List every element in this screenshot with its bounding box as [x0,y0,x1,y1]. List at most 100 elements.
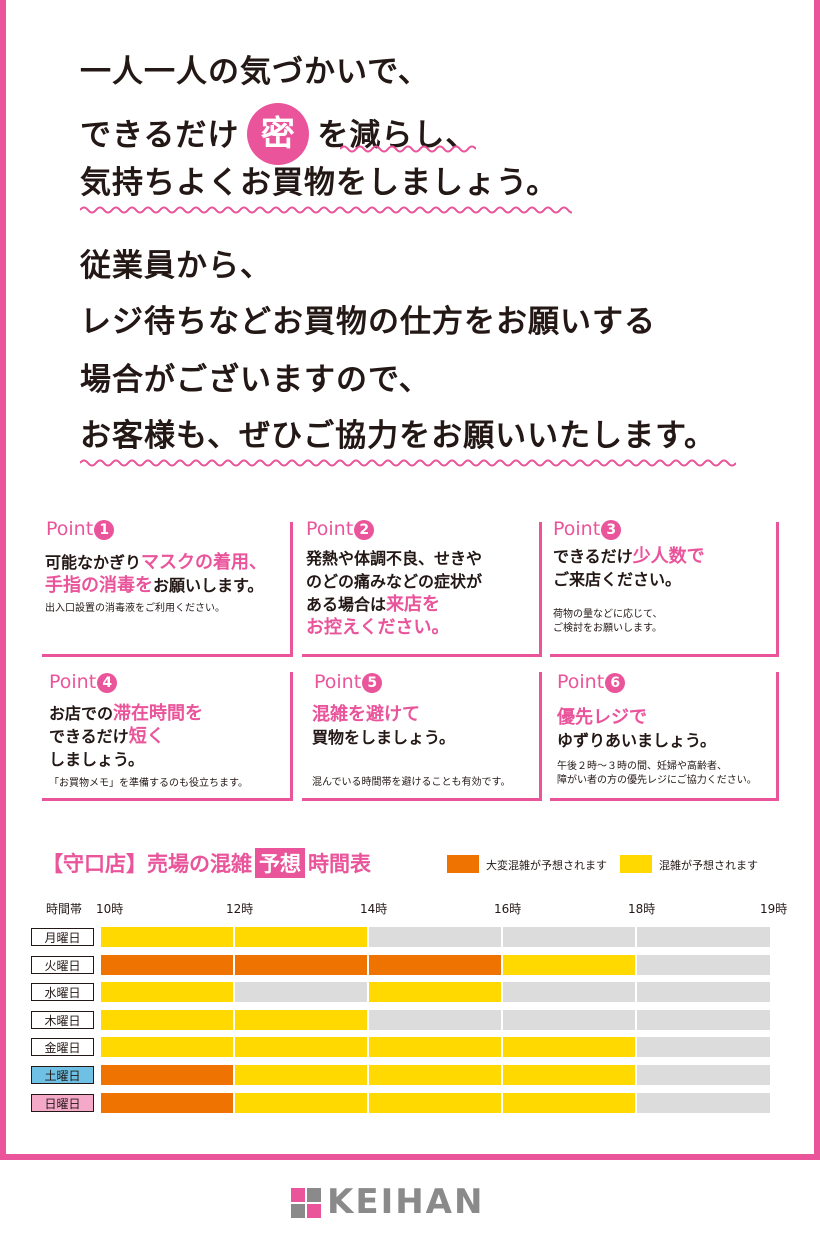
schedule-cell [637,1092,770,1113]
wave-underline-3 [80,459,736,467]
keihan-logo: KEIHAN [291,1182,482,1222]
point-note-6: 午後２時～３時の間、妊婦や高齢者、 障がい者の方の優先レジにご協力ください。 [557,761,757,786]
legend-label-very-busy: 大変混雑が予想されます [486,859,607,872]
schedule-cell [369,1037,501,1058]
point-segment: 買物をしましょう。 [312,728,456,747]
point-number-badge: 1 [94,520,115,540]
legend-swatch-very-busy [447,855,479,873]
schedule-cell [235,1092,367,1113]
point-box-5 [302,672,542,801]
schedule-cell [101,1065,233,1085]
schedule-title-badge: 予想 [255,848,305,878]
day-label-4: 木曜日 [31,1010,94,1029]
schedule-cell [101,1009,233,1030]
point-label: Point [306,518,354,540]
point-title-1: Point 1 [46,518,115,540]
day-label-6: 土曜日 [31,1066,94,1084]
schedule-cell [235,927,367,947]
schedule-cell [101,1092,233,1113]
schedule-cell [503,927,635,947]
headline-line-1: 一人一人の気づかいで、 [80,54,430,90]
keihan-logo-text: KEIHAN [327,1182,485,1222]
day-label-1: 月曜日 [31,928,94,946]
schedule-cell [235,982,367,1003]
schedule-cell [637,982,770,1003]
point-label: Point [553,518,601,540]
schedule-cell [369,982,501,1003]
point-box-4 [42,672,293,801]
point-number-badge: 4 [97,673,118,693]
schedule-cell [503,1037,635,1058]
point-text-6: 優先レジで ゆずりあいましょう。 [557,706,716,752]
point-highlight: 優先レジで [557,707,647,728]
wave-underline-1 [340,145,476,153]
schedule-cell [503,1065,635,1085]
schedule-cell [637,1065,770,1085]
point-number-badge: 5 [362,673,383,693]
point-title-3: Point 3 [553,518,622,540]
day-label-5: 金曜日 [31,1038,94,1057]
schedule-cell [503,1009,635,1030]
schedule-cell [101,982,233,1003]
point-note-1: 出入口設置の消毒液をご利用ください。 [45,603,225,614]
schedule-cell [637,1009,770,1030]
point-title-5: Point 5 [314,671,383,693]
point-highlight: マスクの着用、 手指の消毒を [45,552,268,596]
schedule-cell [235,1009,367,1030]
message-line-2: レジ待ちなどお買物の仕方をお願いする [80,304,656,340]
schedule-title: 【守口店】売場の混雑 予想 時間表 [42,848,371,878]
point-segment: 可能なかぎり [45,553,142,572]
time-tick-2: 12時 [226,902,254,916]
point-text-4: お店での滞在時間を できるだけ短く しましょう。 [49,702,203,771]
point-segment: しましょう。 [49,750,145,769]
mitsu-badge: 密 [247,103,310,165]
time-tick-6: 19時 [760,902,788,916]
wave-underline-2 [80,206,572,214]
point-note-3: 荷物の量などに応じて、 ご検討をお願いします。 [553,609,663,634]
schedule-cell [235,1065,367,1085]
point-segment: ゆずりあいましょう。 [557,731,717,750]
legend-swatch-busy [620,855,652,873]
point-text-1: 可能なかぎりマスクの着用、 手指の消毒をお願いします。 [45,551,267,597]
point-segment: できるだけ [49,727,129,746]
point-number-badge: 6 [605,673,626,693]
schedule-cell [235,954,367,975]
point-text-2: 発熱や体調不良、せきや のどの痛みなどの症状が ある場合は来店を お控えください… [306,547,482,639]
point-text-3: できるだけ少人数で ご来店ください。 [553,545,705,591]
point-box-2 [302,522,542,657]
keihan-logo-mark [291,1188,321,1218]
time-tick-4: 16時 [494,902,522,916]
point-label: Point [46,518,94,540]
schedule-cell [369,954,501,975]
point-segment: お願いします。 [153,576,264,595]
schedule-cell [503,1092,635,1113]
headline-line-2: できるだけ密を減らし、 [80,103,477,168]
message-line-3: 場合がございますので、 [80,362,431,398]
point-title-6: Point 6 [557,671,626,693]
schedule-cell [101,1037,233,1058]
time-tick-5: 18時 [628,902,656,916]
point-box-6 [550,672,779,801]
schedule-cell [503,954,635,975]
message-line-1: 従業員から、 [80,248,272,284]
point-label: Point [314,671,362,693]
point-number-badge: 3 [601,520,622,540]
point-highlight: 滞在時間を [113,703,204,724]
point-highlight: 少人数で [632,546,705,567]
point-title-4: Point 4 [49,671,118,693]
point-note-4: 「お買物メモ」を準備するのも役立ちます。 [49,778,248,789]
schedule-title-pre: 【守口店】売場の混雑 [42,852,252,876]
schedule-title-post: 時間表 [308,852,371,876]
point-note-5: 混んでいる時間帯を避けることも有効です。 [312,777,511,788]
point-title-2: Point 2 [306,518,375,540]
schedule-cell [369,1092,501,1113]
schedule-cell [101,927,233,947]
schedule-cell [637,927,770,947]
schedule-cell [369,927,501,947]
day-label-7: 日曜日 [31,1093,94,1112]
message-line-4: お客様も、ぜひご協力をお願いいたします。 [80,418,716,454]
schedule-cell [235,1037,367,1058]
point-highlight: 来店を お控えください。 [306,594,450,638]
headline-line-3: 気持ちよくお買物をしましょう。 [80,165,559,201]
headline-line-2-pre: できるだけ [80,117,240,154]
